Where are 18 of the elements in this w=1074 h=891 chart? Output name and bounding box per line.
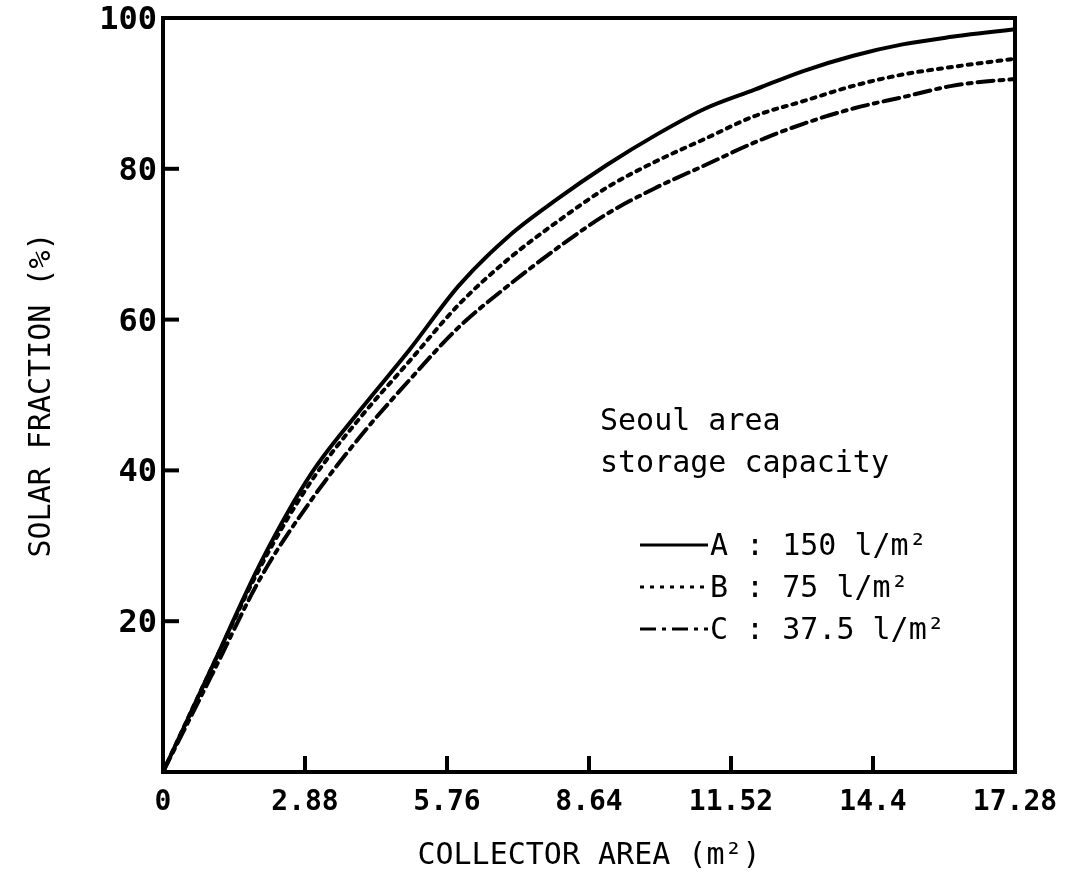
legend-label: A : 150 l/m² — [710, 527, 927, 562]
legend-label: B : 75 l/m² — [710, 569, 909, 604]
legend-title: Seoul area storage capacity — [600, 402, 889, 479]
x-tick-label: 5.76 — [413, 784, 481, 817]
x-tick-label: 17.28 — [972, 784, 1058, 817]
y-tick-label: 100 — [99, 0, 157, 37]
x-tick-label: 14.4 — [839, 784, 907, 817]
x-tick-label: 0 — [154, 784, 172, 817]
x-tick-label: 11.52 — [688, 784, 774, 817]
y-tick-label: 80 — [118, 149, 157, 188]
x-tick-label: 8.64 — [555, 784, 623, 817]
y-tick-label: 60 — [118, 300, 157, 339]
y-tick-label: 20 — [118, 602, 157, 641]
x-tick-label: 2.88 — [271, 784, 339, 817]
y-tick-label: 40 — [118, 451, 157, 490]
y-axis-title: SOLAR FRACTION (%) — [22, 232, 57, 558]
legend-label: C : 37.5 l/m² — [710, 611, 945, 646]
x-axis-title: COLLECTOR AREA (m²) — [417, 836, 761, 871]
